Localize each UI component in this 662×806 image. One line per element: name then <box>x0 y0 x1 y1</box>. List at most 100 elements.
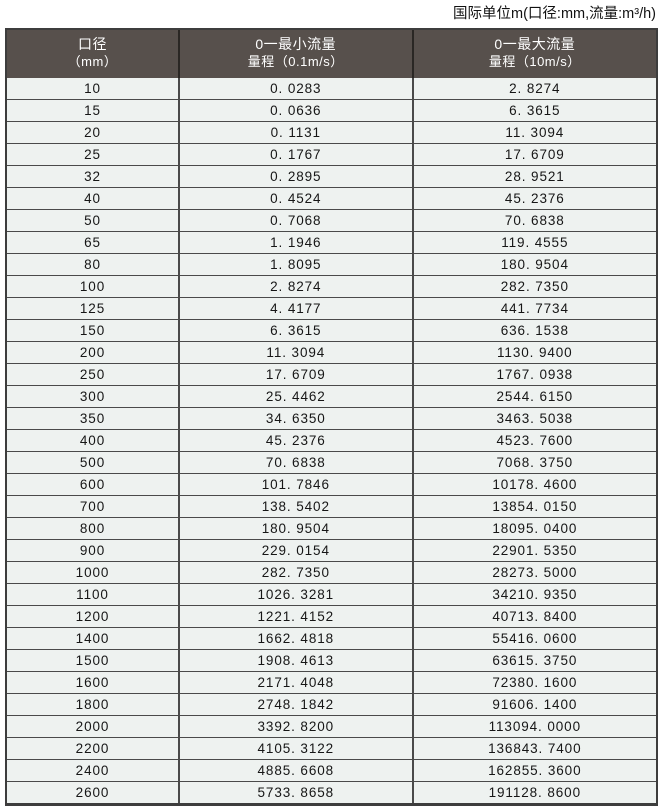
cell-diameter-value: 25 <box>84 146 101 162</box>
cell-diameter: 400 <box>7 428 180 452</box>
table-row: 80 1. 8095 180. 9504 <box>7 252 656 276</box>
cell-diameter: 350 <box>7 406 180 430</box>
cell-max-flow-value: 11. 3094 <box>505 124 565 140</box>
cell-min-flow: 0. 7068 <box>178 208 414 232</box>
cell-min-flow-value: 4105. 3122 <box>257 740 335 756</box>
cell-min-flow-value: 0. 1767 <box>270 146 322 162</box>
cell-min-flow: 0. 2895 <box>178 164 414 188</box>
cell-diameter: 300 <box>7 384 180 408</box>
cell-max-flow: 162855. 3600 <box>412 758 656 782</box>
cell-max-flow: 17. 6709 <box>412 142 656 166</box>
cell-diameter: 10 <box>7 77 180 100</box>
cell-max-flow: 91606. 1400 <box>412 692 656 716</box>
cell-max-flow: 180. 9504 <box>412 252 656 276</box>
table-row: 1100 1026. 3281 34210. 9350 <box>7 582 656 606</box>
table-row: 2000 3392. 8200 113094. 0000 <box>7 714 656 738</box>
cell-max-flow-value: 34210. 9350 <box>492 586 578 602</box>
cell-diameter-value: 20 <box>84 124 101 140</box>
cell-max-flow-value: 55416. 0600 <box>492 630 578 646</box>
cell-diameter: 32 <box>7 164 180 188</box>
cell-max-flow-value: 63615. 3750 <box>492 652 578 668</box>
cell-diameter-value: 600 <box>79 476 106 492</box>
cell-max-flow: 22901. 5350 <box>412 538 656 562</box>
cell-min-flow-value: 2748. 1842 <box>257 696 335 712</box>
cell-max-flow: 136843. 7400 <box>412 736 656 760</box>
cell-min-flow-value: 101. 7846 <box>261 476 330 492</box>
cell-min-flow-value: 17. 6709 <box>265 366 326 382</box>
cell-diameter-value: 1200 <box>75 608 110 624</box>
cell-min-flow-value: 6. 3615 <box>270 322 322 338</box>
cell-min-flow-value: 1026. 3281 <box>257 586 335 602</box>
cell-min-flow: 70. 6838 <box>178 450 414 474</box>
cell-max-flow: 113094. 0000 <box>412 714 656 738</box>
column-header-max-flow: 0一最大流量 量程（10m/s） <box>412 30 656 78</box>
cell-max-flow: 7068. 3750 <box>412 450 656 474</box>
cell-diameter: 800 <box>7 516 180 540</box>
cell-diameter: 2400 <box>7 758 180 782</box>
cell-diameter-value: 1500 <box>75 652 110 668</box>
cell-min-flow: 34. 6350 <box>178 406 414 430</box>
cell-min-flow: 0. 0636 <box>178 98 414 122</box>
cell-min-flow-value: 2171. 4048 <box>257 674 335 690</box>
cell-max-flow-value: 28273. 5000 <box>492 564 578 580</box>
cell-min-flow-value: 45. 2376 <box>265 432 326 448</box>
cell-diameter: 125 <box>7 296 180 320</box>
cell-max-flow-value: 2544. 6150 <box>496 388 574 404</box>
cell-min-flow-value: 282. 7350 <box>261 564 330 580</box>
cell-min-flow-value: 0. 0283 <box>270 80 322 96</box>
cell-max-flow: 34210. 9350 <box>412 582 656 606</box>
cell-min-flow-value: 4. 4177 <box>270 300 322 316</box>
cell-min-flow: 6. 3615 <box>178 318 414 342</box>
cell-max-flow: 441. 7734 <box>412 296 656 320</box>
cell-max-flow: 28. 9521 <box>412 164 656 188</box>
table-row: 20 0. 1131 11. 3094 <box>7 120 656 144</box>
cell-diameter-value: 100 <box>79 278 106 294</box>
cell-diameter-value: 65 <box>84 234 101 250</box>
cell-max-flow-value: 6. 3615 <box>509 102 561 118</box>
cell-diameter-value: 1800 <box>75 696 110 712</box>
cell-min-flow: 1662. 4818 <box>178 626 414 650</box>
cell-min-flow-value: 1221. 4152 <box>257 608 335 624</box>
cell-max-flow: 4523. 7600 <box>412 428 656 452</box>
flow-range-table: 口径 （mm） 0一最小流量 量程（0.1m/s） 0一最大流量 量程（10m/… <box>7 30 656 803</box>
table-row: 1600 2171. 4048 72380. 1600 <box>7 670 656 694</box>
table-row: 1500 1908. 4613 63615. 3750 <box>7 648 656 672</box>
cell-min-flow-value: 70. 6838 <box>265 454 326 470</box>
units-caption: 国际单位m(口径:mm,流量:m³/h) <box>453 5 656 22</box>
cell-diameter-value: 1000 <box>75 564 110 580</box>
cell-min-flow: 4. 4177 <box>178 296 414 320</box>
cell-diameter: 700 <box>7 494 180 518</box>
cell-diameter: 900 <box>7 538 180 562</box>
cell-max-flow-value: 113094. 0000 <box>488 718 581 734</box>
table-row: 40 0. 4524 45. 2376 <box>7 186 656 210</box>
cell-max-flow-value: 18095. 0400 <box>492 520 578 536</box>
cell-diameter: 100 <box>7 274 180 298</box>
cell-diameter-value: 150 <box>79 322 106 338</box>
cell-min-flow-value: 0. 4524 <box>270 190 322 206</box>
cell-max-flow: 1130. 9400 <box>412 340 656 364</box>
table-row: 100 2. 8274 282. 7350 <box>7 274 656 298</box>
cell-max-flow-value: 40713. 8400 <box>492 608 578 624</box>
cell-diameter-value: 2600 <box>75 784 110 800</box>
cell-max-flow-value: 22901. 5350 <box>492 542 578 558</box>
cell-diameter-value: 10 <box>84 80 101 96</box>
cell-min-flow-value: 1662. 4818 <box>257 630 335 646</box>
cell-diameter-value: 2200 <box>75 740 110 756</box>
column-header-max-flow-line1: 0一最大流量 <box>494 36 576 52</box>
cell-diameter: 80 <box>7 252 180 276</box>
table-row: 600 101. 7846 10178. 4600 <box>7 472 656 496</box>
cell-min-flow: 45. 2376 <box>178 428 414 452</box>
cell-diameter: 40 <box>7 186 180 210</box>
cell-max-flow-value: 3463. 5038 <box>496 410 574 426</box>
cell-max-flow-value: 7068. 3750 <box>496 454 574 470</box>
table-row: 32 0. 2895 28. 9521 <box>7 164 656 188</box>
cell-max-flow: 63615. 3750 <box>412 648 656 672</box>
cell-min-flow-value: 138. 5402 <box>261 498 330 514</box>
cell-diameter-value: 2000 <box>75 718 110 734</box>
cell-max-flow: 1767. 0938 <box>412 362 656 386</box>
cell-max-flow-value: 162855. 3600 <box>488 762 582 778</box>
cell-max-flow-value: 282. 7350 <box>500 278 569 294</box>
cell-diameter: 1500 <box>7 648 180 672</box>
cell-min-flow-value: 180. 9504 <box>261 520 330 536</box>
cell-max-flow: 13854. 0150 <box>412 494 656 518</box>
